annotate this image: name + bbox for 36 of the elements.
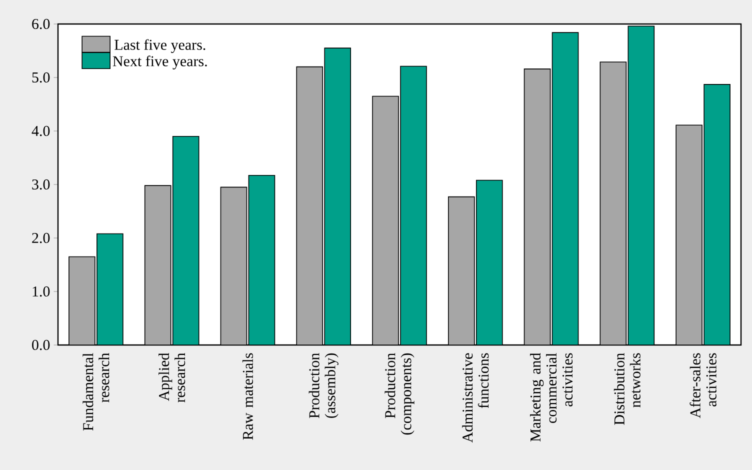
bar (220, 187, 247, 345)
bar (600, 62, 626, 345)
x-tick-label: Fundamental research (82, 352, 110, 431)
bar (676, 124, 702, 345)
y-tick-label: 5.0 (32, 72, 50, 83)
bar (144, 186, 171, 345)
bar (68, 256, 95, 345)
x-tick-label: Administrative functions (462, 353, 489, 443)
bar (96, 234, 123, 345)
x-tick-label: Distribution networks (614, 353, 640, 425)
x-tick-label: Applied research (158, 352, 186, 402)
bar (296, 66, 323, 345)
y-tick-label: 2.0 (32, 232, 50, 244)
bar (248, 175, 275, 345)
y-tick-label: 3.0 (32, 179, 50, 190)
x-tick-label: Marketing and commercial activities (530, 352, 573, 442)
bar (372, 96, 399, 345)
bar (476, 180, 502, 345)
x-tick-label: Production (components) (384, 353, 414, 435)
bar (628, 26, 654, 345)
bar (552, 32, 578, 345)
y-tick-label: 1.0 (32, 286, 50, 297)
bar (524, 68, 550, 345)
bar (324, 48, 351, 345)
bar (400, 66, 426, 345)
legend-label: Last five years. (114, 39, 206, 53)
legend-label: Next five years. (112, 56, 207, 70)
y-tick-label: 0.0 (32, 340, 50, 350)
bar (172, 136, 199, 345)
x-tick-label: Production (assembly) (308, 353, 338, 418)
x-tick-label: Raw materials (242, 353, 253, 440)
bar (704, 84, 730, 345)
y-tick-label: 4.0 (32, 126, 50, 136)
bar (448, 196, 474, 345)
y-tick-label: 6.0 (32, 18, 50, 30)
x-tick-label: After-sales activities (690, 353, 716, 418)
